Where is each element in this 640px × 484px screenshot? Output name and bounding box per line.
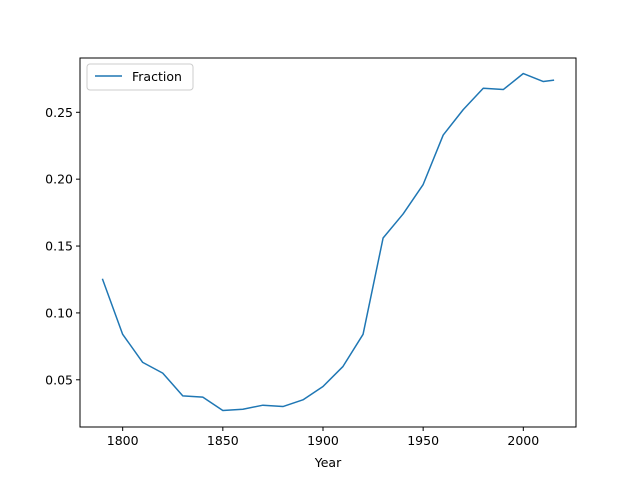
- plot-background: [80, 58, 576, 427]
- series-line-fraction: [101, 72, 555, 412]
- y-tick-label: 0.05: [45, 372, 73, 387]
- x-tick-label: 2000: [507, 433, 539, 448]
- x-tick-label: 1950: [407, 433, 439, 448]
- x-tick-label: 1850: [207, 433, 239, 448]
- y-tick-label: 0.25: [45, 105, 73, 120]
- legend-label-fraction: Fraction: [132, 69, 182, 84]
- legend: Fraction: [86, 63, 194, 91]
- series-layer: [101, 72, 555, 412]
- y-axis-ticks: 0.05 0.10 0.15 0.20 0.25: [45, 105, 80, 387]
- legend-box: [86, 63, 194, 91]
- y-tick-label: 0.20: [45, 172, 73, 187]
- plot-frame: [79, 57, 577, 428]
- x-axis-label: Year: [314, 455, 342, 470]
- y-tick-label: 0.10: [45, 305, 73, 320]
- y-tick-label: 0.15: [45, 239, 73, 254]
- x-axis-ticks: 1800 1850 1900 1950 2000: [107, 427, 539, 448]
- x-tick-label: 1800: [107, 433, 139, 448]
- x-tick-label: 1900: [307, 433, 339, 448]
